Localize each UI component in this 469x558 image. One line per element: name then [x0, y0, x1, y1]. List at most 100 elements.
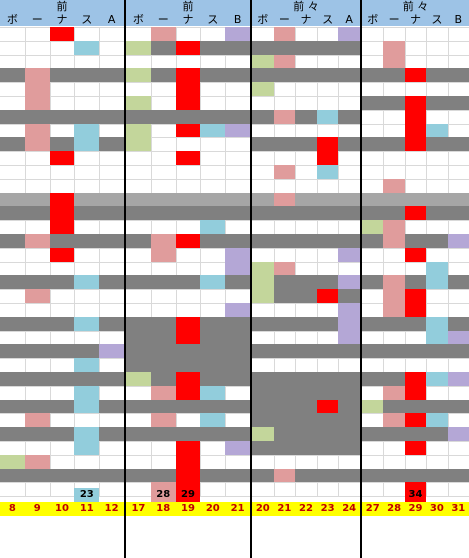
grid-cell-pink [150, 27, 176, 41]
grid-cell-red [404, 109, 427, 124]
grid-cell-light-blue [426, 372, 448, 386]
grid-cell-pink [24, 68, 50, 83]
grid-cell-pink [383, 54, 405, 69]
grid-row-line [0, 178, 469, 180]
grid-cell-pink [24, 454, 50, 469]
grid-row-line [0, 82, 469, 84]
panel-column-header: ボ [126, 13, 151, 26]
grid-cell-purple [225, 27, 250, 41]
grid-cell-purple [447, 372, 469, 386]
grid-cell-light-blue [426, 261, 448, 276]
gray-band [362, 275, 469, 290]
grid-row-line [0, 289, 469, 291]
panel-column-header: ス [200, 13, 226, 26]
gray-band [126, 206, 250, 221]
footer-number: 20 [200, 502, 226, 516]
grid-row-line [0, 220, 469, 222]
grid-col-line [99, 27, 101, 497]
grid-cell-light-blue [74, 427, 100, 441]
gray-band [252, 344, 360, 359]
gray-band [126, 109, 250, 124]
grid-cell-light-blue [426, 316, 448, 331]
gray-band [0, 109, 124, 124]
grid-cell-red [404, 206, 427, 221]
gray-band [362, 316, 469, 331]
panel-column-header: ス [316, 13, 339, 26]
grid-cell-purple [338, 303, 360, 317]
grid-cell-green [126, 96, 151, 110]
gray-band [252, 427, 360, 441]
grid-cell-red [175, 40, 201, 55]
grid-col-line [150, 27, 152, 497]
grid-cell-red [404, 385, 427, 400]
grid-col-line [316, 27, 318, 497]
grid-row-line [0, 482, 469, 484]
grid-cell-pink [24, 289, 50, 303]
panel-divider [124, 0, 126, 558]
grid-col-line [200, 27, 202, 497]
inline-number: 29 [175, 488, 201, 502]
footer-number: 9 [24, 502, 50, 516]
grid-cell-red [175, 385, 201, 400]
gray-band [362, 399, 469, 414]
grid-cell-purple [338, 247, 360, 262]
grid-cell-red [175, 123, 201, 138]
panel-column-header: ボ [252, 13, 274, 26]
grid-cell-red [316, 399, 339, 414]
inline-number: 34 [404, 488, 427, 502]
grid-cell-purple [225, 123, 250, 138]
grid-cell-light-blue [200, 275, 226, 290]
panel-column-header: ボ [0, 13, 25, 26]
grid-cell-purple [225, 261, 250, 276]
grid-cell-green [362, 220, 384, 234]
grid-cell-red [175, 151, 201, 165]
grid-cell-purple [225, 247, 250, 262]
grid-cell-red [175, 82, 201, 96]
grid-row-line [0, 496, 469, 498]
grid-col-line [74, 27, 76, 497]
grid-cell-red [316, 289, 339, 303]
grid-cell-pink [24, 82, 50, 96]
grid-cell-green [126, 68, 151, 83]
grid-cell-light-blue [200, 220, 226, 234]
grid-cell-green [252, 275, 274, 290]
grid-cell-purple [447, 330, 469, 345]
grid-cell-red [175, 468, 201, 483]
panel-column-header: A [99, 13, 124, 26]
footer-number: 8 [0, 502, 25, 516]
gray-band [252, 441, 360, 455]
grid-cell-red [49, 220, 75, 234]
grid-cell-pink [150, 413, 176, 428]
grid-cell-pink [24, 96, 50, 110]
grid-cell-pink [24, 234, 50, 248]
grid-cell-light-blue [74, 399, 100, 414]
panel-column-header: ナ [295, 13, 317, 26]
grid-cell-purple [225, 303, 250, 317]
gray-band [252, 399, 360, 414]
panel-divider [360, 0, 362, 558]
gray-band [126, 275, 250, 290]
grid-row-line [0, 137, 469, 139]
gray-band [252, 192, 360, 207]
grid-cell-purple [447, 234, 469, 248]
grid-cell-red [404, 441, 427, 455]
panel-top-header: 前 々 [252, 0, 360, 13]
grid-cell-green [126, 372, 151, 386]
grid-cell-red [175, 68, 201, 83]
gray-band [126, 344, 250, 359]
grid-cell-red [316, 151, 339, 165]
grid-cell-pink [24, 413, 50, 428]
footer-number: 31 [447, 502, 469, 516]
panel-column-header: ナ [404, 13, 427, 26]
gray-band [0, 316, 124, 331]
gray-band [362, 427, 469, 441]
grid-cell-pink [383, 413, 405, 428]
grid-cell-red [49, 27, 75, 41]
gray-band [252, 372, 360, 386]
grid-cell-red [175, 316, 201, 331]
gray-band [0, 468, 124, 483]
footer-number: 12 [99, 502, 124, 516]
gray-band [252, 413, 360, 428]
panel-column-header: ス [74, 13, 100, 26]
grid-cell-purple [338, 275, 360, 290]
